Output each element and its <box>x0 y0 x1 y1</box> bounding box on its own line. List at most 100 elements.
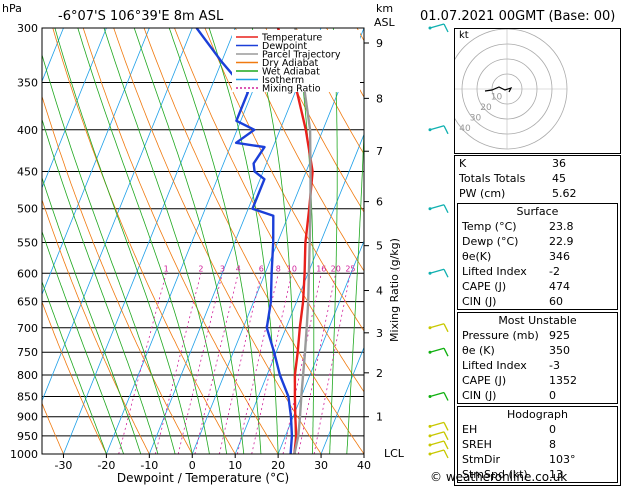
hodograph-index-row: SREH 8 <box>458 437 617 452</box>
surface-label: CIN (J) <box>462 295 497 308</box>
indices-panel: K 36 Totals Totals 45 PW (cm) 5.62 Surface Te… <box>454 155 621 486</box>
index-value: 36 <box>552 157 566 170</box>
hodograph-index-value: 0 <box>549 423 556 436</box>
dry-adiabat <box>42 300 107 454</box>
legend-box <box>232 30 360 92</box>
surface-label: Temp (°C) <box>462 220 517 233</box>
mixing-ratio-line <box>219 273 262 454</box>
most-unstable-label: Pressure (mb) <box>462 329 539 342</box>
mixing-ratio-line <box>118 273 167 454</box>
wet-adiabat <box>42 176 142 454</box>
hodograph-ring-label: 40 <box>459 124 471 134</box>
surface-value: 23.8 <box>549 220 574 233</box>
datetime-title: 01.07.2021 00GMT (Base: 00) <box>420 9 615 24</box>
km-tick-label: 8 <box>376 92 383 105</box>
x-tick-label: 20 <box>271 459 285 472</box>
hodograph-index-row: StmSpd (kt) 13 <box>458 467 617 482</box>
mixing-ratio-line <box>194 273 239 454</box>
index-row: K 36 <box>455 156 620 171</box>
wind-barb-flag <box>443 204 449 214</box>
y-tick-label: 800 <box>17 369 38 382</box>
mixing-ratio-line <box>298 273 337 454</box>
mixing-ratio-label: 6 <box>259 264 264 273</box>
surface-value: 60 <box>549 295 563 308</box>
wind-barb <box>429 431 445 437</box>
pressure-unit: hPa <box>2 2 22 15</box>
x-tick-label: 30 <box>314 459 328 472</box>
wind-barb <box>429 421 445 428</box>
y-tick-label: 650 <box>17 296 38 309</box>
wind-barb-flag <box>443 440 449 450</box>
hodograph-title: Hodograph <box>507 408 568 421</box>
lcl-label: LCL <box>384 447 405 460</box>
wind-barb <box>429 440 445 446</box>
hodograph-index-row: StmDir 103° <box>458 452 617 467</box>
y-tick-label: 300 <box>17 22 38 35</box>
surface-row: Lifted Index -2 <box>458 264 617 279</box>
surface-value: 474 <box>549 280 570 293</box>
isotherm <box>191 28 364 454</box>
wind-barb-flag <box>443 323 449 333</box>
x-tick-label: 0 <box>189 459 196 472</box>
dry-adiabat <box>52 28 236 454</box>
mixing-ratio-line <box>251 273 293 454</box>
hodograph-index-label: SREH <box>462 438 492 451</box>
y-tick-label: 500 <box>17 203 38 216</box>
footer-credit[interactable]: © weatheronline.co.uk <box>430 470 568 484</box>
surface-row: Dewp (°C) 22.9 <box>458 234 617 249</box>
legend-label: Parcel Trajectory <box>262 50 341 61</box>
wet-adiabat <box>168 28 262 454</box>
km-tick-label: 7 <box>376 145 383 158</box>
hodograph-list: EH 0 SREH 8 StmDir 103° StmSpd (kt) 13 <box>458 422 617 482</box>
km-tick-label: 9 <box>376 37 383 50</box>
index-label: K <box>459 157 467 170</box>
most-unstable-section: Most Unstable Pressure (mb) 925 θe (K) 350 L… <box>457 312 618 404</box>
hodograph-ring-label: 10 <box>491 93 503 103</box>
wind-barb-base <box>428 128 432 132</box>
hodograph-ring-label: 30 <box>470 114 482 124</box>
station-title: -6°07'S 106°39'E 8m ASL <box>58 9 224 24</box>
y-tick-label: 350 <box>17 77 38 90</box>
surface-title: Surface <box>516 205 559 218</box>
surface-row: Temp (°C) 23.8 <box>458 219 617 234</box>
index-value: 45 <box>552 172 566 185</box>
mixing-ratio-label: 8 <box>276 264 281 273</box>
most-unstable-value: -3 <box>549 359 560 372</box>
most-unstable-title: Most Unstable <box>498 314 577 327</box>
plot-frame <box>41 27 365 455</box>
x-tick-label: 10 <box>228 459 242 472</box>
wind-barb-base <box>428 443 432 447</box>
mixing-ratio-label: 1 <box>164 264 169 273</box>
hodograph-index-row: EH 0 <box>458 422 617 437</box>
index-row: PW (cm) 5.62 <box>455 186 620 201</box>
mixing-ratio-line <box>155 273 202 454</box>
wind-barb-flag <box>443 347 449 357</box>
mixing-ratio-label: 4 <box>236 264 241 273</box>
wind-barb-base <box>428 326 432 330</box>
wind-barb <box>429 268 445 274</box>
surface-row: CIN (J) 60 <box>458 294 617 309</box>
wet-adiabat <box>42 280 107 454</box>
isotherm <box>320 346 364 454</box>
hodograph-trace <box>484 86 513 93</box>
isotherm <box>42 28 193 402</box>
mixing-ratio-line <box>177 273 223 454</box>
legend-label: Mixing Ratio <box>262 84 321 95</box>
dry-adiabat <box>295 28 364 155</box>
most-unstable-value: 0 <box>549 389 556 402</box>
x-axis-label: Dewpoint / Temperature (°C) <box>117 471 289 485</box>
most-unstable-list: Pressure (mb) 925 θe (K) 350 Lifted Index -3 C… <box>458 328 617 403</box>
y-tick-label: 750 <box>17 346 38 359</box>
isotherm <box>63 28 236 454</box>
y-tick-label: 950 <box>17 430 38 443</box>
x-tick-label: 40 <box>357 459 371 472</box>
wind-barb-base <box>428 207 432 211</box>
index-value: 5.62 <box>552 187 577 200</box>
mixing-ratio-line <box>237 273 279 454</box>
wind-barb-base <box>428 271 432 275</box>
y-tick-label: 850 <box>17 390 38 403</box>
mixing-ratio-label: 20 <box>331 264 341 273</box>
index-label: Totals Totals <box>459 172 526 185</box>
x-tick-label: -10 <box>140 459 158 472</box>
